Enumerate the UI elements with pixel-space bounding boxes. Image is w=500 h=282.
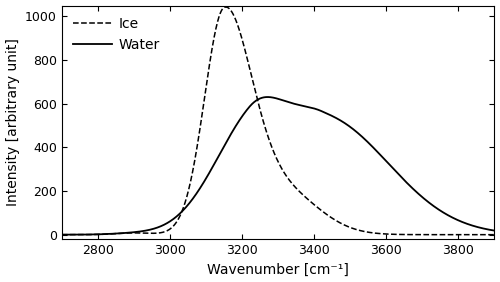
Ice [241,45,247,48]
Water [41,233,47,236]
Water [122,231,128,235]
Ice [450,233,456,236]
Water [450,216,456,219]
Water [94,233,100,236]
Ice [41,233,47,236]
Water [220,146,226,149]
Water [264,95,270,99]
Ice [223,5,229,9]
Line: Water: Water [44,97,500,235]
Ice [122,232,128,235]
Ice [94,233,100,236]
X-axis label: Wavenumber [cm⁻¹]: Wavenumber [cm⁻¹] [207,263,349,276]
Water [241,112,247,116]
Line: Ice: Ice [44,7,500,235]
Legend: Ice, Water: Ice, Water [69,12,164,56]
Y-axis label: Intensity [arbitrary unit]: Intensity [arbitrary unit] [6,38,20,206]
Ice [220,6,226,10]
